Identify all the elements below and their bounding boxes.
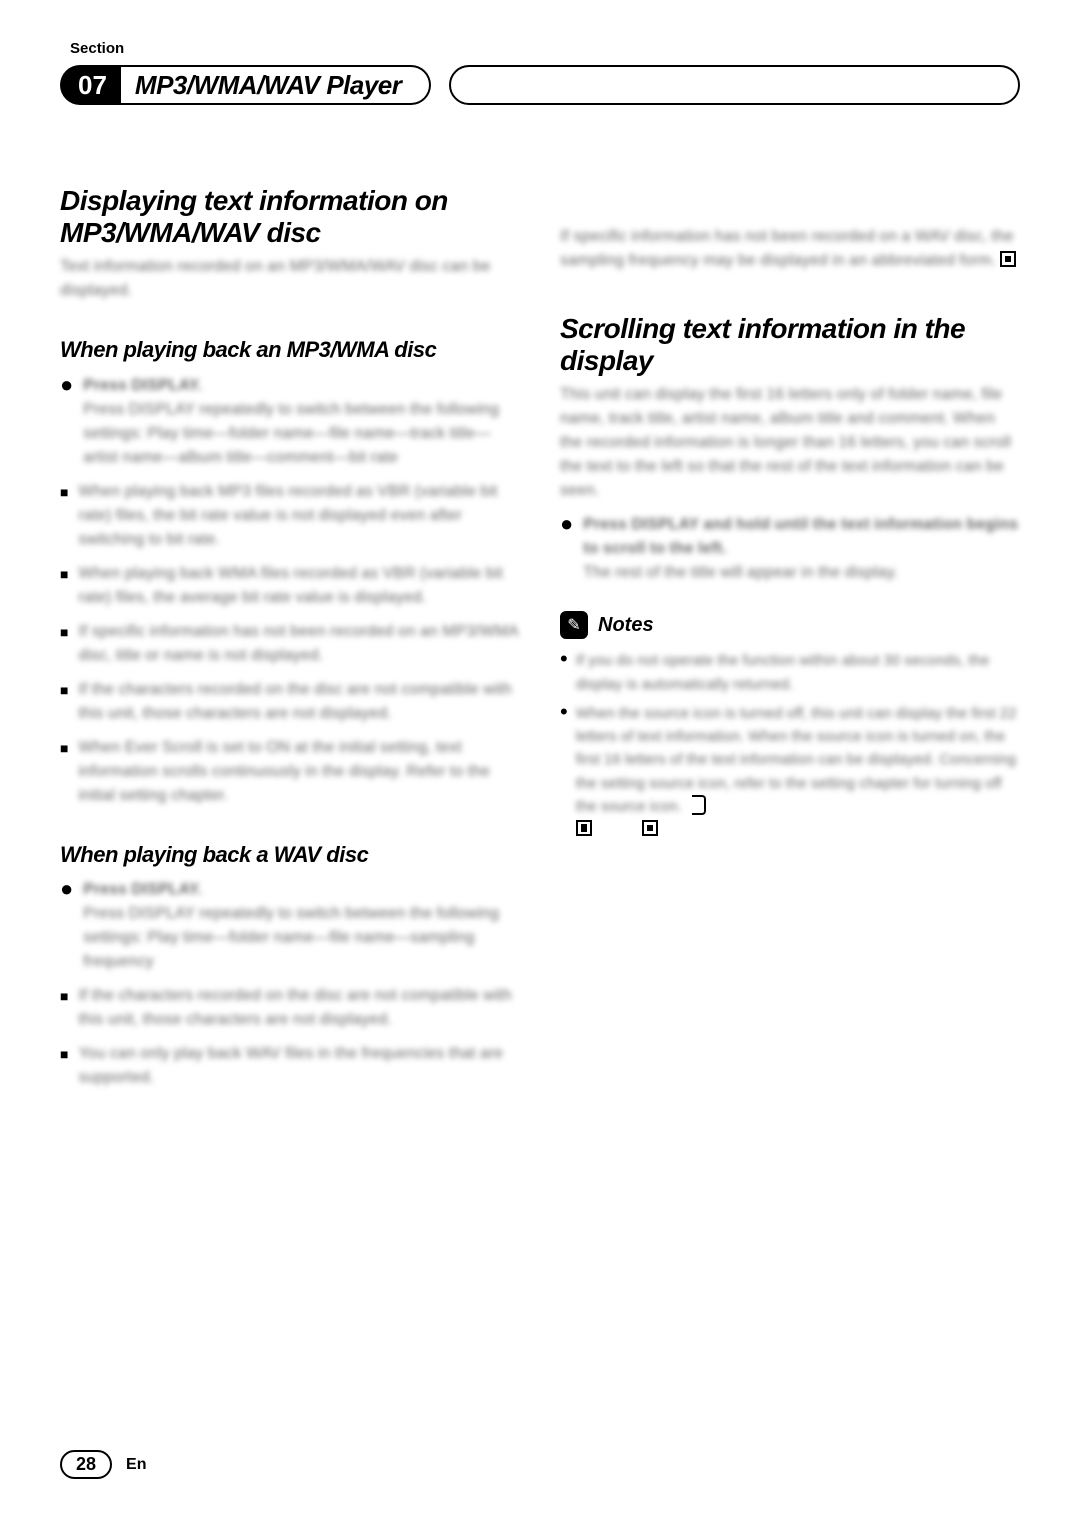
note-text: When the source icon is turned off, this… — [576, 705, 1017, 815]
page-footer: 28 En — [60, 1450, 146, 1479]
note-mp3-5: ■ When Ever Scroll is set to ON at the i… — [60, 736, 520, 808]
header-left: 07 MP3/WMA/WAV Player — [60, 65, 431, 105]
spacer — [560, 185, 1020, 225]
content-columns: Displaying text information on MP3/WMA/W… — [60, 185, 1020, 1090]
section-label: Section — [60, 40, 1020, 57]
right-column: If specific information has not been rec… — [560, 185, 1020, 1090]
step-body: Press DISPLAY repeatedly to switch betwe… — [83, 905, 499, 970]
pencil-icon: ✎ — [560, 611, 588, 639]
page-lang: En — [126, 1456, 146, 1474]
heading-mp3-wma: When playing back an MP3/WMA disc — [60, 337, 520, 363]
square-bullet-icon: ■ — [60, 620, 68, 668]
square-bullet-icon: ■ — [60, 562, 68, 610]
bullet-icon: ● — [560, 513, 573, 585]
note-wav-1: ■ If the characters recorded on the disc… — [60, 984, 520, 1032]
step-content: Press DISPLAY and hold until the text in… — [583, 513, 1020, 585]
note-mp3-2: ■ When playing back WMA files recorded a… — [60, 562, 520, 610]
step-body: Press DISPLAY repeatedly to switch betwe… — [83, 401, 499, 466]
step-body: The rest of the title will appear in the… — [583, 564, 898, 581]
left-column: Displaying text information on MP3/WMA/W… — [60, 185, 520, 1090]
square-bullet-icon: ■ — [60, 1042, 68, 1090]
right-tail-text: If specific information has not been rec… — [560, 225, 1020, 273]
section-number-badge: 07 — [60, 65, 121, 105]
step-mp3: ● Press DISPLAY. Press DISPLAY repeatedl… — [60, 374, 520, 470]
note-text: If you do not operate the function withi… — [576, 649, 1020, 696]
note-text: If specific information has not been rec… — [78, 620, 520, 668]
square-bullet-icon: ■ — [60, 480, 68, 552]
page-number: 28 — [60, 1450, 112, 1479]
heading-displaying-text: Displaying text information on MP3/WMA/W… — [60, 185, 520, 249]
step-content: Press DISPLAY. Press DISPLAY repeatedly … — [83, 374, 520, 470]
note-wav-2: ■ You can only play back WAV files in th… — [60, 1042, 520, 1090]
square-bullet-icon: ■ — [60, 678, 68, 726]
notes-header: ✎ Notes — [560, 611, 1020, 639]
bullet-icon: ● — [60, 878, 73, 974]
note-mp3-3: ■ If specific information has not been r… — [60, 620, 520, 668]
heading-scrolling: Scrolling text information in the displa… — [560, 313, 1020, 377]
square-bullet-icon: ■ — [60, 736, 68, 808]
heading-wav: When playing back a WAV disc — [60, 842, 520, 868]
notes-item-2: • When the source icon is turned off, th… — [560, 702, 1020, 842]
step-content: Press DISPLAY. Press DISPLAY repeatedly … — [83, 878, 520, 974]
end-bracket-icon — [692, 795, 706, 815]
stop-icon — [1000, 251, 1016, 267]
note-text: If the characters recorded on the disc a… — [78, 984, 520, 1032]
page: Section 07 MP3/WMA/WAV Player Displaying… — [0, 0, 1080, 1529]
bullet-icon: ● — [60, 374, 73, 470]
note-mp3-1: ■ When playing back MP3 files recorded a… — [60, 480, 520, 552]
square-bullet-icon: ■ — [60, 984, 68, 1032]
header-row: 07 MP3/WMA/WAV Player — [60, 65, 1020, 105]
note-text: When playing back WMA files recorded as … — [78, 562, 520, 610]
note-text-wrap: When the source icon is turned off, this… — [576, 702, 1020, 842]
header-empty-pill — [449, 65, 1020, 105]
step-wav: ● Press DISPLAY. Press DISPLAY repeatedl… — [60, 878, 520, 974]
note-text: When Ever Scroll is set to ON at the ini… — [78, 736, 520, 808]
intro-text: Text information recorded on an MP3/WMA/… — [60, 255, 520, 303]
pause-icon — [576, 820, 592, 836]
note-text: When playing back MP3 files recorded as … — [78, 480, 520, 552]
scrolling-intro: This unit can display the first 16 lette… — [560, 383, 1020, 503]
page-title: MP3/WMA/WAV Player — [121, 65, 431, 105]
note-text: If the characters recorded on the disc a… — [78, 678, 520, 726]
stop-icon — [642, 820, 658, 836]
note-mp3-4: ■ If the characters recorded on the disc… — [60, 678, 520, 726]
notes-item-1: • If you do not operate the function wit… — [560, 649, 1020, 696]
bullet-icon: • — [560, 649, 568, 696]
step-lead: Press DISPLAY. — [83, 881, 202, 898]
step-lead: Press DISPLAY and hold until the text in… — [583, 516, 1018, 557]
step-scroll: ● Press DISPLAY and hold until the text … — [560, 513, 1020, 585]
notes-title: Notes — [598, 614, 654, 637]
note-text: You can only play back WAV files in the … — [78, 1042, 520, 1090]
step-lead: Press DISPLAY. — [83, 377, 202, 394]
bullet-icon: • — [560, 702, 568, 842]
